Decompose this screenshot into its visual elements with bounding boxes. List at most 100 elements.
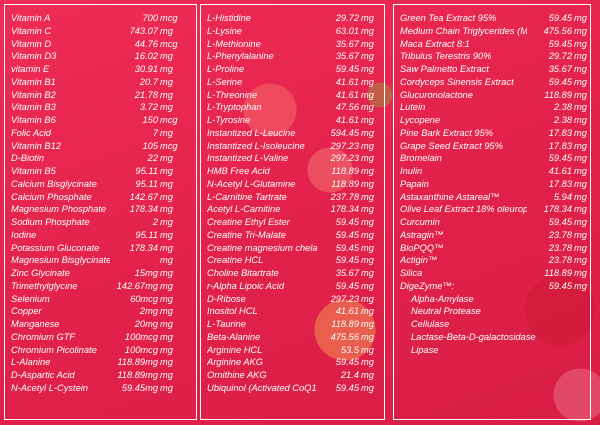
ingredient-unit: mg: [361, 204, 374, 215]
ingredient-amount: 21.78: [134, 89, 158, 100]
ingredient-name: L-Tyrosine: [207, 115, 251, 125]
ingredient-name: Magnesium Phosphate: [11, 204, 107, 215]
ingredient-amount: 29.72: [548, 51, 572, 62]
ingredient-name: Calcium Phosphate: [11, 191, 92, 202]
ingredient-row: Vitamin D3 16.02 mg: [11, 50, 190, 63]
ingredient-amount: 59.45: [335, 255, 359, 266]
ingredient-row: Manganese 20mg mg: [11, 318, 190, 331]
ingredient-name: Curcumin: [400, 217, 440, 227]
ingredient-name: Cordyceps Sinensis Extract: [400, 76, 514, 87]
ingredient-name: Instantized L-Valine: [207, 153, 289, 164]
ingredient-row: BioPQQ™ 23.78 mg: [400, 242, 587, 255]
ingredient-name: Vitamin B12: [11, 140, 61, 151]
ingredient-row: Vitamin B2 21.78 mg: [11, 89, 190, 102]
ingredient-unit: mg: [574, 25, 587, 36]
ingredient-row: Lutein 2.38 mg: [400, 101, 587, 114]
ingredient-name: N-Acetyl L-Cystein: [11, 382, 88, 393]
ingredient-unit: mg: [574, 64, 587, 74]
ingredient-name: Vitamin D: [11, 38, 52, 49]
ingredient-amount: 59.45: [335, 64, 359, 74]
ingredient-amount: 3.72: [139, 102, 158, 113]
ingredient-unit: mg: [361, 331, 374, 342]
ingredient-unit: mg: [160, 370, 173, 380]
ingredient-name: Tribulus Terestris 90%: [400, 51, 492, 62]
ingredient-unit: mg: [160, 191, 173, 202]
ingredient-row: vitamin E 30.91 mg: [11, 63, 190, 76]
ingredient-row: Alpha-Amylase: [400, 293, 584, 306]
ingredient-row: Tribulus Terestris 90% 29.72 mg: [400, 50, 587, 63]
ingredient-amount: 178.34: [330, 204, 359, 215]
ingredient-unit: mg: [361, 306, 374, 317]
ingredient-amount: [110, 254, 160, 267]
ingredient-unit: mg: [574, 140, 587, 151]
ingredient-name: Choline Bitartrate: [207, 268, 279, 278]
ingredient-row: Actigin™ 23.78 mg: [400, 254, 587, 267]
ingredient-amount: 297.23: [330, 153, 359, 164]
ingredient-unit: mg: [160, 64, 173, 74]
ingredient-name: Papain: [400, 178, 429, 189]
ingredient-unit: mg: [361, 191, 374, 202]
ingredient-row: Folic Acid 7 mg: [11, 127, 190, 140]
ingredient-amount: 700: [142, 13, 158, 23]
ingredient-name: D-Ribose: [207, 293, 246, 304]
ingredient-unit: mg: [160, 331, 173, 342]
ingredient-name: L-Threonine: [207, 89, 258, 100]
ingredient-unit: mg: [160, 319, 173, 329]
ingredient-amount: 59.45: [335, 217, 359, 227]
ingredient-name: Beta-Alanine: [207, 331, 261, 342]
ingredient-name: Lycopene: [400, 115, 441, 125]
ingredient-name: D-Biotin: [11, 153, 45, 164]
ingredient-row: D-Aspartic Acid 118.89mg mg: [11, 369, 190, 382]
ingredient-name: Maca Extract 8:1: [400, 38, 470, 49]
ingredient-amount: 20.7: [139, 76, 158, 87]
ingredient-unit: mg: [574, 191, 587, 202]
ingredient-amount: 41.61: [335, 76, 359, 87]
ingredient-amount: 17.83: [548, 127, 572, 138]
ingredient-amount: 178.34: [129, 242, 158, 253]
ingredient-unit: mg: [361, 280, 374, 291]
ingredient-row: Potassium Gluconate 178.34 mg: [11, 242, 190, 255]
ingredient-unit: mg: [361, 382, 374, 393]
ingredient-row: Vitamin B3 3.72 mg: [11, 101, 190, 114]
ingredient-unit: mg: [160, 268, 173, 278]
ingredient-row: Vitamin D 44.76 mcg: [11, 38, 190, 51]
ingredient-amount: 59.45mg: [121, 382, 158, 393]
ingredient-row: Inulin 41.61 mg: [400, 165, 587, 178]
ingredient-name: L-Histidine: [207, 13, 251, 23]
ingredient-name: L-Carnitine Tartrate: [207, 191, 287, 202]
ingredient-amount: 59.45: [335, 229, 359, 240]
ingredient-amount: 95.11: [135, 166, 158, 176]
ingredient-name: Iodine: [11, 229, 37, 240]
ingredient-row: L-Carnitine Tartrate 237.78 mg: [207, 191, 378, 204]
ingredient-row: L-Serine 41.61 mg: [207, 76, 378, 89]
ingredient-amount: 59.45: [548, 280, 572, 291]
ingredient-amount: 30.91: [134, 64, 158, 74]
ingredient-row: Glucuronolactone 118.89 mg: [400, 89, 587, 102]
ingredient-amount: 7: [152, 127, 158, 138]
ingredient-amount: 594.45: [330, 127, 359, 138]
ingredient-row: Magnesium Phosphate 178.34 mg: [11, 203, 190, 216]
ingredient-name: L-Alanine: [11, 357, 51, 368]
ingredient-unit: mg: [160, 89, 173, 100]
ingredient-amount: 16.02: [134, 51, 158, 62]
ingredient-amount: 118.89: [331, 178, 359, 189]
ingredient-row: Arginine AKG 59.45 mg: [207, 356, 378, 369]
ingredient-row: Calcium Phosphate 142.67 mg: [11, 191, 190, 204]
ingredient-amount: 59.45: [548, 13, 572, 23]
ingredient-row: Calcium Bisglycinate 95.11 mg: [11, 178, 190, 191]
ingredient-unit: mg: [574, 51, 587, 62]
ingredient-name: Vitamin D3: [11, 51, 57, 62]
ingredient-row: Copper 2mg mg: [11, 305, 190, 318]
ingredient-amount: 118.89mg: [117, 357, 158, 368]
ingredient-unit: mg: [361, 178, 374, 189]
ingredient-amount: 2mg: [139, 306, 158, 317]
ingredient-amount: 35.67: [335, 38, 359, 49]
ingredient-row: Iodine 95.11 mg: [11, 229, 190, 242]
ingredient-unit: mg: [361, 13, 374, 23]
ingredient-unit: mg: [160, 242, 173, 253]
ingredient-unit: mg: [160, 382, 173, 393]
ingredient-row: Lipase: [400, 344, 584, 357]
ingredient-row: Saw Palmetto Extract 35.67 mg: [400, 63, 587, 76]
ingredient-row: Cellulase: [400, 318, 584, 331]
